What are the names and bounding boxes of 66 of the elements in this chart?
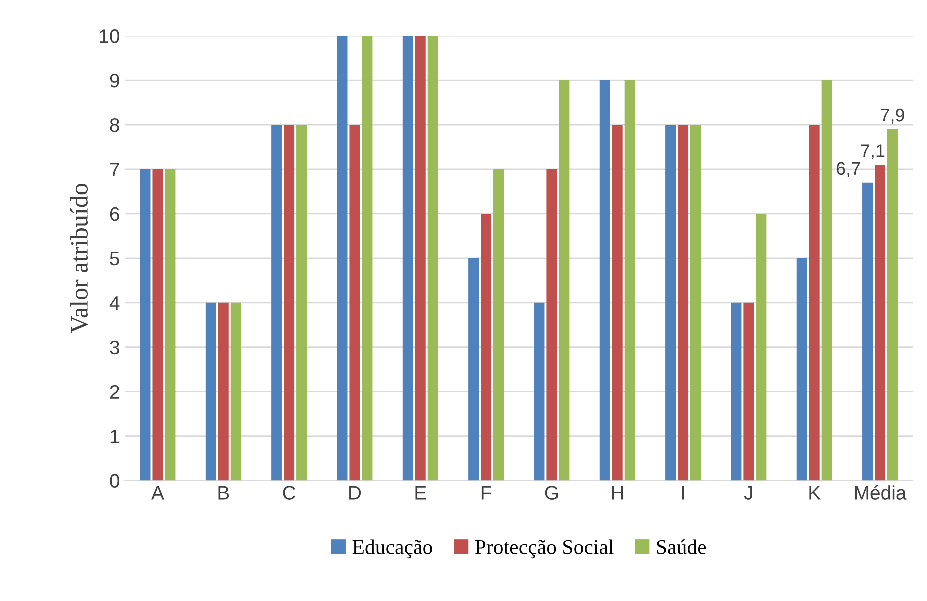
bar: [559, 80, 570, 481]
bar: [218, 302, 229, 481]
bar: [862, 182, 874, 481]
y-tick-label: 10: [100, 30, 120, 44]
bar: [428, 36, 438, 481]
bar: [206, 302, 216, 481]
bar: [415, 36, 426, 481]
legend-label: Educação: [352, 540, 432, 559]
bar: [546, 169, 558, 481]
x-tick-label: B: [218, 486, 230, 500]
bar: [534, 302, 545, 481]
legend-label: Saúde: [657, 540, 706, 554]
y-tick-label: 7: [110, 163, 120, 177]
bar: [600, 80, 610, 481]
bar: [152, 169, 164, 481]
x-tick-label: K: [810, 486, 821, 500]
y-tick-label: 9: [110, 74, 120, 88]
y-tick-label: 5: [110, 252, 120, 266]
bar: [666, 125, 676, 481]
x-tick-label: A: [152, 486, 164, 500]
legend-label: Protecção Social: [475, 540, 614, 559]
bar: [809, 125, 820, 481]
y-tick-label: 1: [110, 430, 120, 444]
x-tick-label: I: [682, 486, 684, 500]
bar: [678, 125, 689, 481]
data-label: 6,7: [836, 162, 860, 178]
bar: [272, 125, 282, 481]
bar: [402, 36, 414, 481]
y-axis-title: Valor atribuído: [70, 184, 88, 334]
bar: [337, 36, 348, 481]
x-tick-label: E: [416, 486, 426, 500]
x-tick-label: Média: [855, 485, 907, 500]
x-tick-label: F: [482, 486, 492, 500]
bar: [350, 125, 360, 481]
bar: [140, 169, 151, 481]
bar: [731, 302, 742, 481]
bar: [284, 125, 295, 481]
x-tick-label: J: [744, 486, 752, 500]
bar: [296, 125, 308, 481]
data-label: 7,1: [861, 144, 885, 160]
y-tick-label: 6: [110, 207, 120, 222]
bar: [796, 258, 808, 481]
x-tick-label: G: [545, 486, 558, 500]
bar: [612, 125, 623, 481]
bar: [690, 125, 702, 481]
x-tick-label: D: [350, 486, 362, 500]
bar: [165, 169, 176, 481]
x-tick-label: C: [283, 486, 296, 500]
y-tick-label: 8: [110, 118, 120, 132]
bar: [887, 129, 898, 481]
bar: [744, 302, 754, 481]
y-tick-label: 3: [110, 340, 120, 355]
bar: [230, 302, 242, 481]
y-tick-label: 2: [110, 385, 120, 399]
bar: [494, 169, 504, 481]
bar: [624, 80, 636, 481]
bar: [362, 36, 373, 481]
bar: [756, 214, 767, 481]
data-label: 7,9: [881, 108, 904, 124]
x-tick-label: H: [612, 486, 624, 500]
bar: [875, 165, 886, 481]
y-tick-label: 4: [110, 296, 120, 310]
bar: [468, 258, 480, 481]
y-tick-label: 0: [110, 474, 120, 488]
bar: [822, 80, 832, 481]
bar: [481, 214, 492, 481]
